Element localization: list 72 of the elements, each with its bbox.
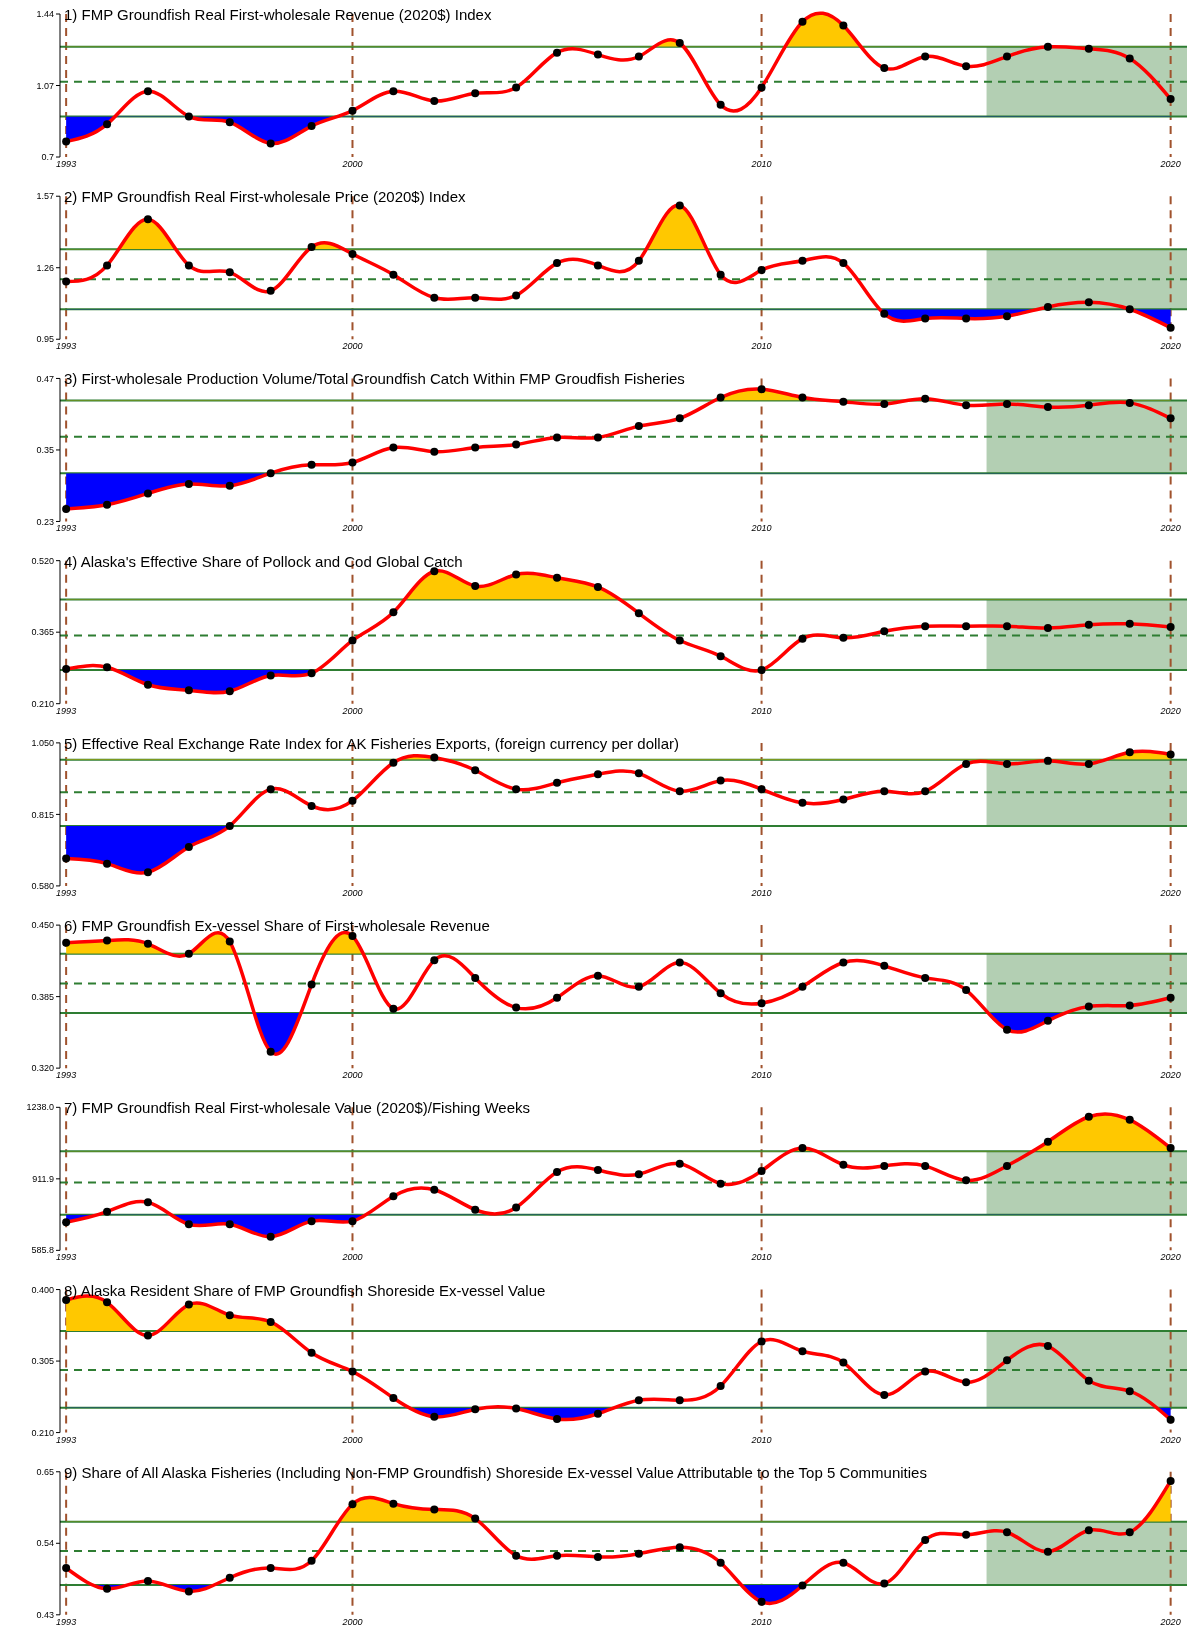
x-tick-label: 2010 <box>750 1070 772 1081</box>
x-tick-label: 1993 <box>56 523 77 534</box>
x-tick-label: 2000 <box>341 523 363 534</box>
y-tick-label: 0.23 <box>36 516 54 527</box>
y-tick-label: 0.95 <box>36 334 54 345</box>
chart-title: 5) Effective Real Exchange Rate Index for AK Fisheries Exports, (foreign currency per dollar) <box>64 734 680 752</box>
x-tick-label: 2010 <box>750 887 772 898</box>
x-tick-label: 2020 <box>1159 1434 1181 1445</box>
x-tick-label: 2020 <box>1159 341 1181 352</box>
x-tick-label: 2000 <box>341 1252 363 1263</box>
y-tick-label: 911.9 <box>32 1173 54 1184</box>
y-tick-label: 0.450 <box>31 920 54 931</box>
x-tick-label: 2000 <box>341 1070 363 1081</box>
y-tick-label: 0.305 <box>31 1356 54 1367</box>
y-tick-label: 0.815 <box>31 809 54 820</box>
x-tick-label: 2010 <box>750 1252 772 1263</box>
x-tick-label: 2010 <box>750 341 772 352</box>
x-tick-label: 2000 <box>341 887 363 898</box>
y-tick-label: 0.210 <box>31 1427 54 1438</box>
y-tick-label: 1238.0 <box>26 1102 54 1113</box>
x-tick-label: 2010 <box>750 1616 772 1627</box>
y-tick-label: 0.43 <box>36 1609 54 1620</box>
y-tick-label: 0.54 <box>36 1538 54 1549</box>
y-tick-label: 0.35 <box>36 445 54 456</box>
y-tick-label: 0.580 <box>31 881 54 892</box>
x-tick-label: 2000 <box>341 341 363 352</box>
x-tick-label: 1993 <box>56 887 77 898</box>
x-tick-label: 2020 <box>1159 1252 1181 1263</box>
x-tick-label: 1993 <box>56 1070 77 1081</box>
x-tick-label: 2020 <box>1159 1070 1181 1081</box>
x-tick-label: 2020 <box>1159 887 1181 898</box>
x-tick-label: 2000 <box>341 705 363 716</box>
x-tick-label: 2010 <box>750 1434 772 1445</box>
y-tick-label: 0.7 <box>41 152 54 163</box>
x-tick-label: 1993 <box>56 1434 77 1445</box>
x-tick-label: 2000 <box>341 1616 363 1627</box>
chart-title: 4) Alaska's Effective Share of Pollock and Cod Global Catch <box>64 552 463 570</box>
x-tick-label: 1993 <box>56 705 77 716</box>
y-tick-label: 0.210 <box>31 698 54 709</box>
y-tick-label: 1.050 <box>31 738 54 749</box>
y-tick-label: 585.8 <box>31 1245 54 1256</box>
x-tick-label: 2020 <box>1159 159 1181 170</box>
chart-title: 9) Share of All Alaska Fisheries (Including Non-FMP Groundfish) Shoreside Ex-vessel Value Attributable to the Top 5 Communities <box>64 1463 927 1481</box>
x-tick-label: 1993 <box>56 341 77 352</box>
chart-title: 1) FMP Groundfish Real First-wholesale Revenue (2020$) Index <box>64 6 492 23</box>
y-tick-label: 1.57 <box>36 191 54 202</box>
y-tick-label: 0.385 <box>31 991 54 1002</box>
chart-title: 8) Alaska Resident Share of FMP Groundfish Shoreside Ex-vessel Value <box>64 1281 546 1299</box>
y-tick-label: 0.320 <box>31 1063 54 1074</box>
chart-title: 2) FMP Groundfish Real First-wholesale Price (2020$) Index <box>64 188 467 206</box>
x-tick-label: 2000 <box>341 1434 363 1445</box>
y-tick-label: 0.520 <box>31 555 54 566</box>
x-tick-label: 2010 <box>750 159 772 170</box>
y-tick-label: 0.365 <box>31 627 54 638</box>
x-tick-label: 1993 <box>56 159 77 170</box>
chart-title: 6) FMP Groundfish Ex-vessel Share of First-wholesale Revenue <box>64 917 490 935</box>
y-tick-label: 0.65 <box>36 1466 54 1477</box>
x-tick-label: 2010 <box>750 705 772 716</box>
chart-title: 3) First-wholesale Production Volume/Total Groundfish Catch Within FMP Groudfish Fisheries <box>64 370 685 388</box>
x-tick-label: 1993 <box>56 1616 77 1627</box>
x-tick-label: 2020 <box>1159 1616 1181 1627</box>
y-tick-label: 0.400 <box>31 1284 54 1295</box>
y-tick-label: 1.26 <box>36 262 54 273</box>
x-tick-label: 2020 <box>1159 523 1181 534</box>
x-tick-label: 2010 <box>750 523 772 534</box>
y-tick-label: 1.07 <box>36 80 54 91</box>
chart-title: 7) FMP Groundfish Real First-wholesale Value (2020$)/Fishing Weeks <box>64 1099 531 1117</box>
y-tick-label: 0.47 <box>36 373 54 384</box>
x-tick-label: 1993 <box>56 1252 77 1263</box>
x-tick-label: 2020 <box>1159 705 1181 716</box>
x-tick-label: 2000 <box>341 159 363 170</box>
y-tick-label: 1.44 <box>36 9 54 20</box>
